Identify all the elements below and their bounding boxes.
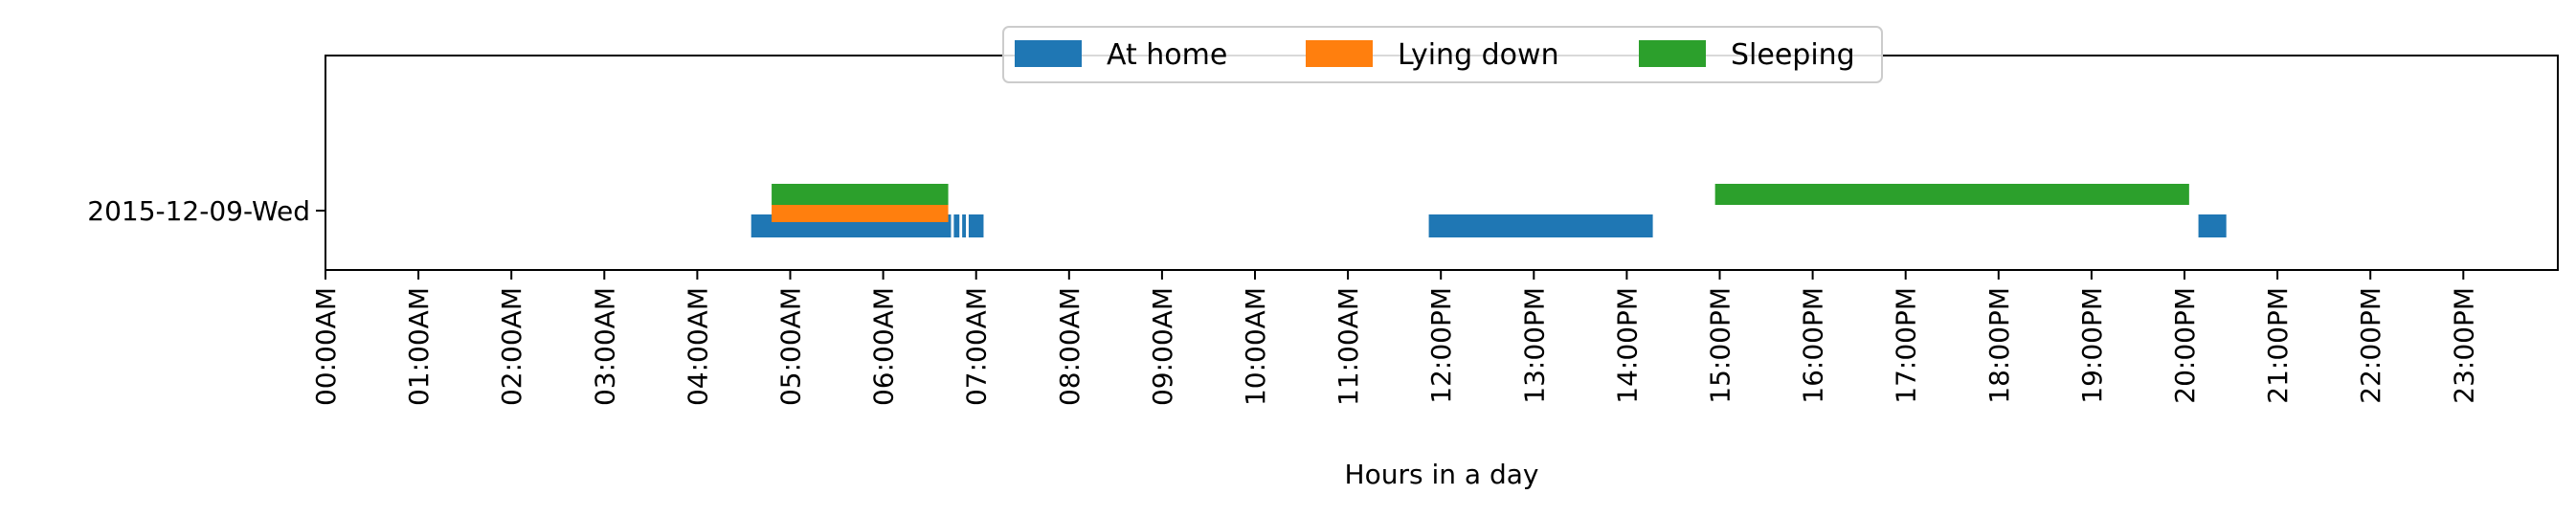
x-tick-label: 23:00PM: [2448, 287, 2479, 404]
plot-area: [325, 56, 2558, 270]
x-tick-label: 01:00AM: [403, 287, 435, 406]
x-tick-label: 06:00AM: [868, 287, 900, 406]
x-tick-label: 15:00PM: [1705, 287, 1736, 404]
x-tick-label: 16:00PM: [1798, 287, 1829, 404]
x-tick-label: 08:00AM: [1054, 287, 1086, 406]
y-axis: 2015-12-09-Wed: [87, 195, 325, 227]
x-axis-label: Hours in a day: [1345, 459, 1539, 490]
bar-lying-down: [772, 205, 949, 222]
bar-at-home: [962, 214, 967, 237]
y-tick-label: 2015-12-09-Wed: [87, 195, 310, 227]
legend-swatch: [1306, 40, 1373, 67]
x-tick-label: 04:00AM: [682, 287, 713, 406]
x-tick-label: 22:00PM: [2355, 287, 2386, 404]
x-tick-label: 07:00AM: [961, 287, 993, 406]
x-axis: 00:00AM 01:00AM 02:00AM 03:00AM 04:00AM 05:00…: [310, 270, 2479, 406]
x-tick-label: 02:00AM: [496, 287, 527, 406]
legend-swatch: [1015, 40, 1082, 67]
x-tick-label: 17:00PM: [1891, 287, 1922, 404]
bar-at-home: [1428, 214, 1653, 237]
legend-label: Lying down: [1398, 38, 1559, 72]
x-tick-label: 18:00PM: [1983, 287, 2015, 404]
bar-at-home: [2198, 214, 2227, 237]
bar-sleeping: [1714, 184, 2189, 205]
x-tick-label: 14:00PM: [1611, 287, 1643, 404]
legend-label: Sleeping: [1731, 38, 1855, 72]
bar-at-home: [953, 214, 960, 237]
x-tick-label: 21:00PM: [2262, 287, 2294, 404]
bar-at-home: [968, 214, 984, 237]
x-tick-label: 10:00AM: [1240, 287, 1271, 406]
x-tick-label: 03:00AM: [589, 287, 620, 406]
x-tick-label: 19:00PM: [2076, 287, 2108, 404]
x-tick-label: 13:00PM: [1518, 287, 1550, 404]
x-tick-label: 12:00PM: [1425, 287, 1457, 404]
legend: At home Lying down Sleeping: [1002, 26, 1883, 83]
x-tick-label: 11:00AM: [1333, 287, 1364, 406]
bar-sleeping: [772, 184, 949, 205]
legend-label: At home: [1107, 38, 1227, 72]
x-tick-label: 09:00AM: [1147, 287, 1178, 406]
x-tick-label: 05:00AM: [775, 287, 807, 406]
x-tick-label: 00:00AM: [310, 287, 342, 406]
legend-swatch: [1639, 40, 1706, 67]
bars-layer: [750, 184, 2227, 237]
x-tick-label: 20:00PM: [2169, 287, 2201, 404]
